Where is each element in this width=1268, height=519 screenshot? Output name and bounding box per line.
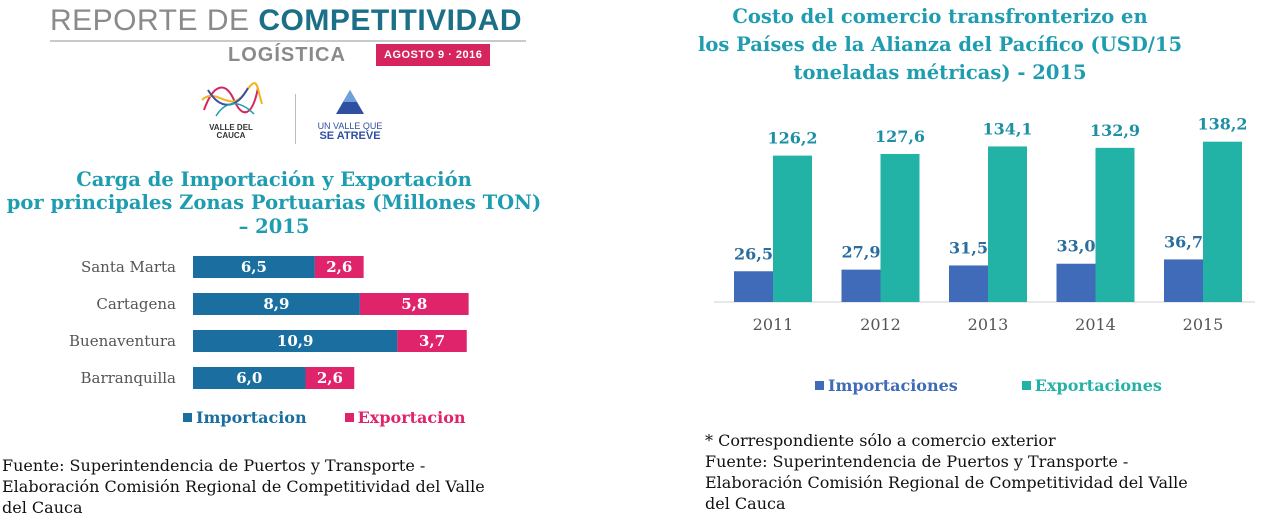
legend-exportaciones-label: Exportaciones — [1034, 376, 1162, 395]
right-note: * Correspondiente sólo a comercio exteri… — [705, 431, 1056, 450]
logo-left-line2: CAUCA — [216, 131, 246, 140]
logo-left-line1: VALLE DEL — [209, 123, 253, 132]
left-source: Fuente: Superintendencia de Puertos y Tr… — [2, 455, 567, 518]
data-label-exportacion-buenaventura: 3,7 — [419, 332, 445, 350]
bar-exportacion-cartagena — [359, 293, 469, 315]
header-divider — [50, 40, 526, 42]
legend-exportacion-swatch — [344, 413, 354, 422]
report-subtitle: LOGÍSTICA — [228, 44, 346, 66]
valle-del-cauca-logo: VALLE DEL CAUCA — [196, 80, 266, 146]
bar-exportaciones-2015 — [1203, 141, 1242, 302]
bar-importaciones-2015 — [1164, 259, 1203, 302]
bar-importacion-barranquilla — [193, 367, 306, 389]
data-label-exportacion-cartagena: 5,8 — [401, 295, 427, 313]
x-tick-label-2014: 2014 — [1075, 315, 1116, 334]
left-source-line1: Fuente: Superintendencia de Puertos y Tr… — [2, 456, 426, 475]
data-label-importaciones-2015: 36,7 — [1164, 232, 1203, 251]
valle-que-se-atreve-logo: UN VALLE QUE SE ATREVE — [310, 88, 390, 146]
left-title-line3: – 2015 — [238, 214, 310, 238]
legend-importaciones-swatch — [815, 381, 824, 390]
left-title-line2: por principales Zonas Portuarias (Millon… — [6, 191, 542, 215]
data-label-importacion-cartagena: 8,9 — [263, 295, 289, 313]
bar-exportacion-buenaventura — [397, 330, 467, 352]
x-tick-label-2013: 2013 — [968, 315, 1009, 334]
bar-exportaciones-2013 — [988, 146, 1027, 302]
bar-exportaciones-2014 — [1095, 147, 1135, 302]
legend-exportaciones-swatch — [1021, 381, 1031, 390]
x-tick-label-2012: 2012 — [860, 315, 901, 334]
left-title-line1: Carga de Importación y Exportación — [76, 168, 472, 191]
bar-importacion-buenaventura — [193, 330, 398, 352]
bar-importaciones-2014 — [1056, 263, 1096, 302]
bar-importaciones-2013 — [949, 265, 988, 302]
data-label-importaciones-2011: 26,5 — [734, 244, 773, 263]
category-label-cartagena: Cartagena — [96, 295, 176, 313]
report-title: REPORTE DE COMPETITIVIDAD — [50, 4, 522, 38]
bar-exportaciones-2012 — [880, 153, 920, 302]
category-label-santa-marta: Santa Marta — [81, 258, 176, 276]
x-tick-label-2015: 2015 — [1183, 315, 1224, 334]
date-badge: AGOSTO 9 · 2016 — [376, 44, 491, 66]
legend-importacion-swatch — [183, 413, 192, 422]
right-source-line2: Elaboración Comisión Regional de Competi… — [705, 473, 1188, 492]
x-tick-label-2011: 2011 — [753, 315, 794, 334]
data-label-importacion-barranquilla: 6,0 — [236, 369, 262, 387]
data-label-importaciones-2014: 33,0 — [1057, 237, 1096, 256]
right-bar-chart: 26,5 126,2 2011 27,9 127,6 2012 31,5 134,1 2013 3… — [714, 115, 1255, 334]
legend-importaciones-label: Importaciones — [828, 376, 958, 395]
category-label-buenaventura: Buenaventura — [69, 332, 176, 350]
left-bar-chart: Santa Marta 6,5 2,6 Cartagena 8,9 5,8 Buenaven… — [69, 256, 469, 389]
left-source-line3: del Cauca — [2, 498, 83, 517]
data-label-exportaciones-2012: 127,6 — [875, 127, 925, 146]
data-label-exportaciones-2011: 126,2 — [767, 129, 817, 148]
data-label-exportacion-barranquilla: 2,6 — [317, 369, 343, 387]
data-label-importaciones-2012: 27,9 — [842, 243, 881, 262]
left-legend: Importacion Exportacion — [183, 408, 466, 427]
data-label-importacion-buenaventura: 10,9 — [277, 332, 314, 350]
bar-importaciones-2011 — [734, 271, 773, 302]
logo-divider — [295, 94, 296, 144]
right-chart-title: Costo del comercio transfronterizo en lo… — [690, 3, 1190, 87]
bar-importacion-santa-marta — [193, 256, 315, 278]
data-label-importacion-santa-marta: 6,5 — [241, 258, 267, 276]
bar-exportacion-santa-marta — [314, 256, 364, 278]
legend-importacion-label: Importacion — [196, 408, 307, 427]
legend-exportacion-label: Exportacion — [357, 408, 466, 427]
right-title-line1: Costo del comercio transfronterizo en — [732, 5, 1148, 28]
right-notes: * Correspondiente sólo a comercio exteri… — [705, 430, 1267, 514]
category-label-barranquilla: Barranquilla — [80, 369, 176, 387]
data-label-exportacion-santa-marta: 2,6 — [326, 258, 352, 276]
bar-importacion-cartagena — [193, 293, 360, 315]
bar-exportaciones-2011 — [773, 155, 812, 302]
data-label-exportaciones-2014: 132,9 — [1090, 121, 1140, 140]
right-title-line2: los Países de la Alianza del Pacífico (U… — [697, 33, 1183, 56]
data-label-importaciones-2013: 31,5 — [949, 238, 988, 257]
right-title-line3: toneladas métricas) - 2015 — [793, 61, 1087, 84]
logo-right-line2: SE ATREVE — [319, 130, 381, 142]
bar-exportacion-barranquilla — [305, 367, 355, 389]
valle-del-cauca-emblem-icon — [201, 82, 263, 117]
right-source-line1: Fuente: Superintendencia de Puertos y Tr… — [705, 452, 1129, 471]
left-chart-title: Carga de Importación y Exportación por p… — [0, 168, 548, 238]
right-source-line3: del Cauca — [705, 494, 786, 513]
report-title-plain: REPORTE DE — [50, 4, 259, 37]
report-title-bold: COMPETITIVIDAD — [258, 4, 522, 37]
right-legend: Importaciones Exportaciones — [815, 376, 1162, 395]
left-source-line2: Elaboración Comisión Regional de Competi… — [2, 477, 485, 496]
data-label-exportaciones-2013: 134,1 — [982, 119, 1032, 138]
bar-importaciones-2012 — [841, 269, 881, 302]
mountain-icon — [336, 90, 364, 114]
data-label-exportaciones-2015: 138,2 — [1197, 115, 1247, 134]
logo-right-line1: UN VALLE QUE — [317, 121, 383, 131]
